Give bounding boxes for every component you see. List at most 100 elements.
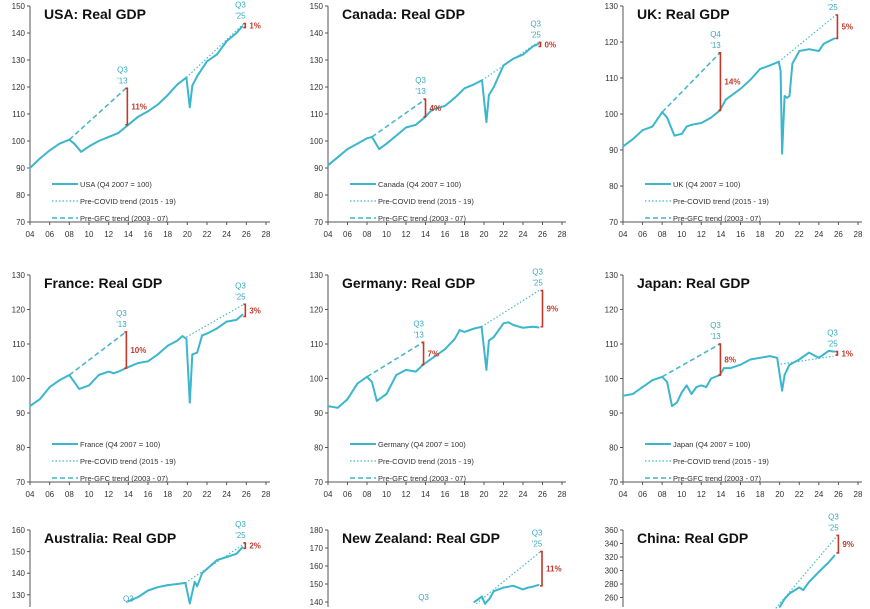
pre-covid-trend-line xyxy=(481,288,541,328)
pre-covid-trend-line xyxy=(185,23,245,78)
y-tick-label: 120 xyxy=(12,306,26,315)
gdp-data-point xyxy=(798,358,801,361)
x-tick-label: 06 xyxy=(343,230,352,239)
x-tick-label: 04 xyxy=(324,490,333,499)
gdp-series-line xyxy=(473,583,539,605)
chart-title: Germany: Real GDP xyxy=(342,275,475,291)
gdp-data-point xyxy=(622,145,624,148)
legend-label: Pre-GFC trend (2003 - 07) xyxy=(673,474,761,483)
gdp-data-point xyxy=(512,584,515,587)
x-tick-label: 08 xyxy=(65,230,74,239)
gdp-data-point xyxy=(112,372,115,375)
y-tick-label: 260 xyxy=(605,594,619,603)
legend-label: Pre-GFC trend (2003 - 07) xyxy=(378,214,466,223)
x-tick-label: 24 xyxy=(814,230,823,239)
gdp-data-point xyxy=(181,335,184,337)
x-tick-label: 08 xyxy=(363,230,372,239)
gdp-data-point xyxy=(798,50,801,52)
x-tick-label: 06 xyxy=(638,490,647,499)
gdp-data-point xyxy=(193,580,196,583)
gdp-data-point xyxy=(327,164,329,167)
pre-covid-trend-line xyxy=(777,355,834,366)
y-tick-label: 130 xyxy=(310,56,324,65)
gdp-data-point xyxy=(791,62,794,65)
year-label: '25 xyxy=(827,340,838,349)
gdp-data-point xyxy=(827,561,830,564)
year-label: '13 xyxy=(710,332,721,341)
y-tick-label: 130 xyxy=(12,271,26,280)
gdp-data-point xyxy=(817,570,820,573)
gdp-data-point xyxy=(48,149,51,152)
gdp-data-point xyxy=(512,57,515,60)
gdp-data-point xyxy=(502,586,505,589)
gdp-data-point xyxy=(117,370,120,373)
gap-bracket xyxy=(718,52,722,112)
legend-label: Pre-COVID trend (2015 - 19) xyxy=(378,197,474,206)
gap-bracket xyxy=(125,87,129,126)
y-tick-label: 70 xyxy=(314,478,323,487)
gdp-data-point xyxy=(147,589,149,592)
gdp-data-point xyxy=(235,552,238,555)
gdp-data-point xyxy=(370,381,373,383)
gap-bracket xyxy=(243,303,247,318)
quarter-label: Q3 xyxy=(235,1,246,10)
gdp-data-point xyxy=(176,583,179,585)
gap-percent-label: 5% xyxy=(841,23,853,32)
x-tick-label: 20 xyxy=(183,490,192,499)
x-tick-label: 08 xyxy=(65,490,74,499)
quarter-label: Q3 xyxy=(530,19,541,28)
gdp-data-point xyxy=(759,356,761,359)
x-tick-label: 04 xyxy=(619,490,628,499)
x-tick-label: 10 xyxy=(677,230,686,239)
quarter-label: Q3 xyxy=(828,512,839,521)
y-tick-label: 80 xyxy=(609,444,618,453)
x-tick-label: 12 xyxy=(697,490,706,499)
gap-bracket xyxy=(243,542,247,550)
y-tick-label: 140 xyxy=(310,29,324,38)
gap-percent-label: 9% xyxy=(842,540,854,549)
pre-covid-trend-line xyxy=(775,536,837,609)
x-tick-label: 14 xyxy=(421,490,430,499)
chart-panel-uk: 70 80 90 100 110 120 130 04 06 08 10 12 14 16 18 20 22 24… xyxy=(605,0,863,239)
gdp-data-point xyxy=(680,391,683,394)
y-tick-label: 130 xyxy=(310,271,324,280)
year-label: '13 xyxy=(117,76,128,85)
quarter-label: Q3 xyxy=(235,520,246,529)
quarter-label: Q3 xyxy=(710,321,721,330)
year-label: '25 xyxy=(530,30,541,39)
gap-bracket xyxy=(836,534,840,554)
quarter-label: Q3 xyxy=(123,594,134,603)
gdp-data-point xyxy=(58,142,61,145)
gdp-data-point xyxy=(487,94,490,96)
quarter-label: Q3 xyxy=(532,268,543,277)
x-tick-label: 06 xyxy=(343,490,352,499)
x-tick-label: 24 xyxy=(814,490,823,499)
quarter-label: Q3 xyxy=(827,0,838,1)
y-tick-label: 180 xyxy=(310,526,324,535)
gdp-data-point xyxy=(507,321,510,324)
legend-label: Germany (Q4 2007 = 100) xyxy=(378,440,466,449)
gdp-data-point xyxy=(485,121,488,123)
gap-bracket xyxy=(124,331,128,369)
x-tick-label: 26 xyxy=(834,230,843,239)
quarter-label: Q3 xyxy=(827,329,838,338)
x-tick-label: 06 xyxy=(45,490,54,499)
x-tick-label: 16 xyxy=(144,230,153,239)
legend-label: Pre-GFC trend (2003 - 07) xyxy=(378,474,466,483)
gdp-data-point xyxy=(444,105,446,107)
y-tick-label: 140 xyxy=(310,598,324,607)
gdp-data-point xyxy=(537,42,540,45)
x-tick-label: 14 xyxy=(421,230,430,239)
x-tick-label: 10 xyxy=(85,230,94,239)
gap-bracket xyxy=(540,289,544,328)
x-tick-label: 28 xyxy=(558,490,567,499)
x-tick-label: 12 xyxy=(402,490,411,499)
gdp-data-point xyxy=(453,96,456,99)
gdp-data-point xyxy=(185,337,188,340)
gap-percent-label: 10% xyxy=(130,346,146,355)
y-tick-label: 80 xyxy=(16,191,25,200)
pre-covid-trend-line xyxy=(778,14,837,63)
x-tick-label: 16 xyxy=(441,490,450,499)
y-tick-label: 100 xyxy=(605,110,619,119)
chart-title: USA: Real GDP xyxy=(44,6,146,22)
